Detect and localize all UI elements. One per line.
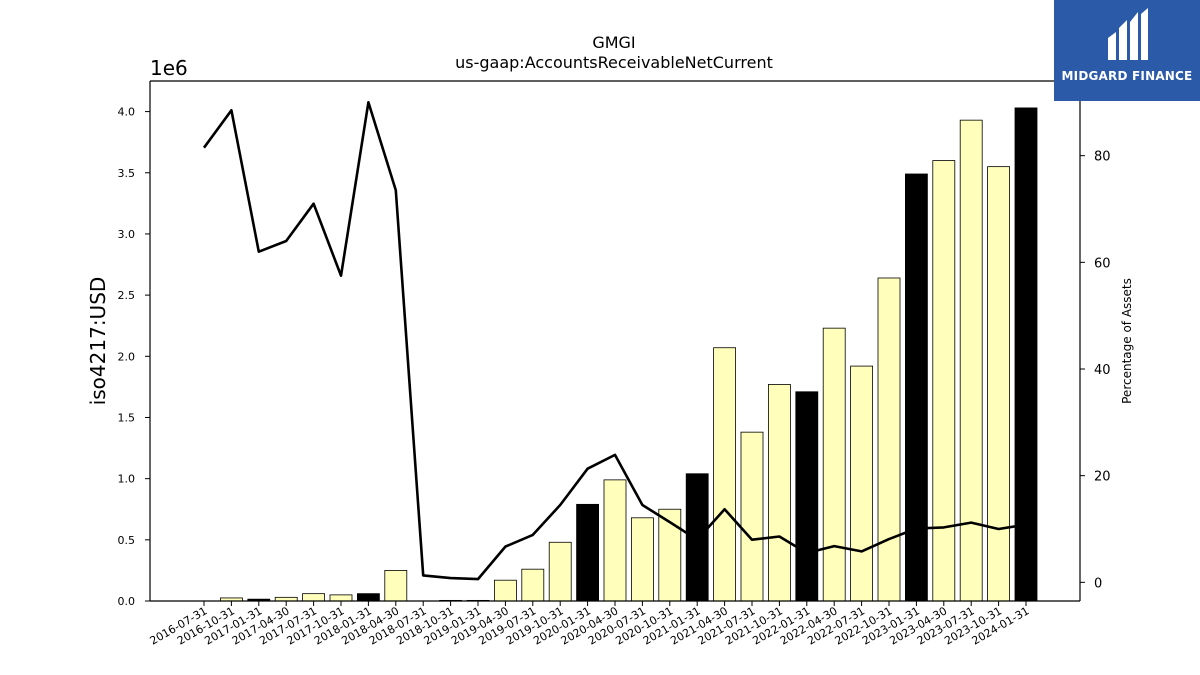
bar <box>356 593 380 602</box>
bar <box>548 541 572 602</box>
y2-tick-label: 20 <box>1094 470 1111 485</box>
y-tick-label: 4.0 <box>118 106 136 119</box>
y-tick-label: 3.5 <box>118 167 136 180</box>
series-line <box>202 101 1027 581</box>
bar <box>987 166 1010 602</box>
bar <box>768 384 791 602</box>
bar <box>302 593 326 602</box>
y-tick-label: 1.5 <box>118 411 136 424</box>
chart-subtitle: us-gaap:AccountsReceivableNetCurrent <box>455 53 773 72</box>
y2-tick-label: 0 <box>1094 576 1102 591</box>
bar <box>384 570 408 602</box>
bar <box>932 160 956 602</box>
y2-tick-label: 80 <box>1094 150 1111 165</box>
plot-area: 0.00.51.01.52.02.53.03.54.00204060802016… <box>118 80 1111 648</box>
bar <box>576 503 599 602</box>
y2-tick-label: 60 <box>1094 256 1111 271</box>
bar <box>493 579 517 602</box>
y2-axis-label: Percentage of Assets <box>1120 278 1134 404</box>
bar <box>905 173 928 602</box>
bar <box>685 473 709 602</box>
y-tick-label: 2.0 <box>118 350 136 363</box>
logo-text: MIDGARD FINANCE <box>1061 69 1193 83</box>
bar <box>850 365 873 602</box>
bar <box>603 479 627 602</box>
y-tick-label: 0.5 <box>118 534 136 547</box>
bar <box>329 594 353 602</box>
bar <box>795 391 819 602</box>
bar <box>877 277 901 602</box>
y-tick-label: 0.0 <box>118 595 136 608</box>
y-tick-label: 3.0 <box>118 228 136 241</box>
y-axis-label: iso4217:USD <box>86 277 110 406</box>
bar <box>822 327 846 602</box>
brand-logo: MIDGARD FINANCE <box>1054 0 1200 101</box>
y-axis-multiplier: 1e6 <box>150 56 188 80</box>
bar <box>740 431 764 602</box>
y-tick-label: 1.0 <box>118 473 136 486</box>
bar <box>631 517 654 602</box>
bar <box>521 568 545 602</box>
y2-tick-label: 40 <box>1094 363 1111 378</box>
bar <box>959 119 983 602</box>
logo-icon <box>1108 8 1148 60</box>
bar <box>713 347 736 602</box>
y-tick-label: 2.5 <box>118 289 136 302</box>
chart-title: GMGI <box>592 33 635 52</box>
